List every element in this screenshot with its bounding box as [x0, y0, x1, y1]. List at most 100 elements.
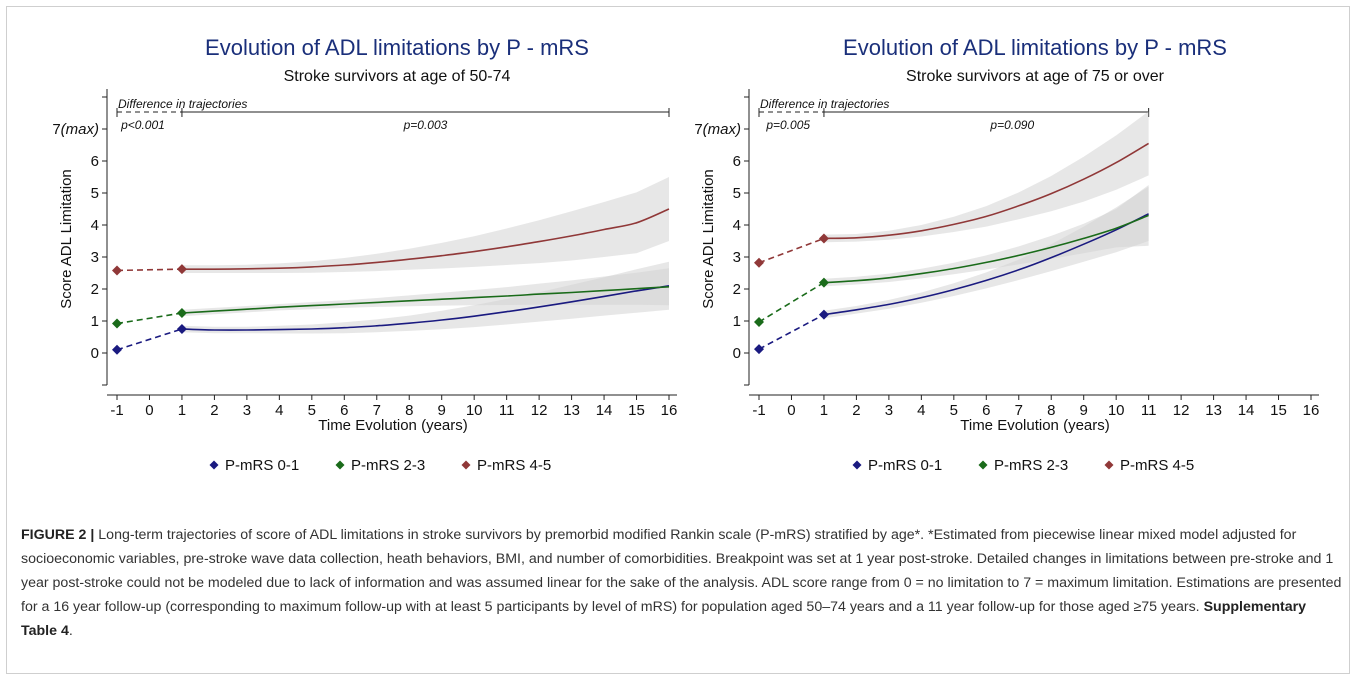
y-tick-label: 4	[733, 217, 741, 234]
legend-marker-mrs45	[461, 460, 471, 470]
confidence-band-mrs23	[181, 268, 669, 317]
caption-end: .	[68, 623, 73, 639]
confidence-band-mrs45	[181, 177, 669, 273]
x-tick-label: -1	[752, 402, 765, 419]
p-value-label: p=0.005	[765, 118, 810, 132]
data-point-mrs01	[112, 344, 122, 355]
y-tick-label: 3	[91, 249, 99, 266]
y-axis-label: Score ADL Limitation	[700, 169, 717, 309]
p-value-label: p=0.090	[989, 118, 1034, 132]
confidence-band-mrs23	[823, 185, 1149, 287]
x-tick-label: 7	[373, 402, 381, 419]
chart-subtitle: Stroke survivors at age of 75 or over	[906, 68, 1165, 85]
series-line-mrs23	[823, 214, 1149, 284]
y-tick-label: 1	[91, 313, 99, 330]
data-point-mrs45	[112, 265, 122, 276]
x-tick-label: 3	[885, 402, 893, 419]
charts-svg: Evolution of ADL limitations by P - mRS S…	[52, 35, 1319, 474]
x-tick-label: 5	[308, 402, 316, 419]
data-point-mrs01	[754, 344, 764, 355]
data-point-mrs23	[754, 316, 764, 327]
x-tick-label: 10	[1108, 402, 1125, 419]
data-point-mrs45	[754, 257, 764, 268]
data-point-mrs01	[818, 309, 829, 320]
x-tick-label: 0	[145, 402, 153, 419]
y-tick-label: 6	[733, 153, 741, 170]
x-tick-label: 1	[820, 402, 828, 419]
y-tick-label: 7(max)	[52, 121, 99, 138]
legend-label-mrs23: P-mRS 2-3	[351, 457, 425, 474]
x-tick-label: 4	[917, 402, 925, 419]
x-tick-label: 16	[661, 402, 678, 419]
legend-marker-mrs45	[1104, 460, 1114, 470]
x-tick-label: 10	[466, 402, 483, 419]
caption-text: Long-term trajectories of score of ADL l…	[21, 527, 1342, 615]
x-axis-label: Time Evolution (years)	[318, 417, 468, 434]
x-tick-label: 14	[1238, 402, 1255, 419]
legend-label-mrs45: P-mRS 4-5	[477, 457, 551, 474]
chart-panel-2: Evolution of ADL limitations by P - mRS S…	[694, 35, 1319, 474]
x-tick-label: 15	[1270, 402, 1287, 419]
x-tick-label: 13	[563, 402, 580, 419]
chart-title: Evolution of ADL limitations by P - mRS	[205, 35, 589, 60]
x-tick-label: 3	[243, 402, 251, 419]
x-tick-label: 1	[178, 402, 186, 419]
legend-label-mrs45: P-mRS 4-5	[1120, 457, 1194, 474]
x-tick-label: -1	[110, 402, 123, 419]
x-tick-label: 8	[1047, 402, 1055, 419]
series-dashed-mrs23	[758, 281, 825, 323]
legend-marker-mrs01	[852, 460, 862, 470]
data-point-mrs45	[818, 233, 829, 244]
x-tick-label: 6	[340, 402, 348, 419]
legend-label-mrs23: P-mRS 2-3	[994, 457, 1068, 474]
series-line-mrs45	[181, 208, 670, 271]
data-point-mrs23	[818, 277, 829, 288]
x-tick-label: 14	[596, 402, 613, 419]
data-point-mrs01	[176, 324, 187, 334]
x-tick-label: 12	[531, 402, 548, 419]
y-tick-label: 0	[91, 345, 99, 362]
x-tick-label: 12	[1173, 402, 1190, 419]
x-tick-label: 0	[787, 402, 795, 419]
legend-marker-mrs23	[335, 460, 345, 470]
figure-caption: FIGURE 2 | Long-term trajectories of sco…	[21, 523, 1343, 643]
x-tick-label: 9	[1080, 402, 1088, 419]
series-line-mrs45	[823, 142, 1150, 240]
data-point-mrs45	[176, 264, 187, 275]
y-tick-label: 7(max)	[694, 121, 741, 138]
bracket-label: Difference in trajectories	[118, 97, 247, 111]
data-point-mrs23	[176, 308, 187, 318]
y-axis-label: Score ADL Limitation	[58, 169, 75, 309]
series-dashed-mrs45	[758, 237, 825, 264]
confidence-band-mrs01	[181, 261, 669, 334]
bracket-label: Difference in trajectories	[760, 97, 889, 111]
data-point-mrs23	[112, 318, 122, 329]
x-tick-label: 16	[1303, 402, 1320, 419]
y-tick-label: 3	[733, 249, 741, 266]
y-tick-label: 5	[91, 185, 99, 202]
p-value-label: p<0.001	[120, 118, 165, 132]
series-dashed-mrs01	[116, 328, 183, 351]
y-tick-label: 0	[733, 345, 741, 362]
chart-panel-1: Evolution of ADL limitations by P - mRS S…	[52, 35, 677, 474]
y-tick-label: 2	[91, 281, 99, 298]
x-tick-label: 9	[438, 402, 446, 419]
x-tick-label: 2	[852, 402, 860, 419]
x-tick-label: 5	[950, 402, 958, 419]
figure-label: FIGURE 2 |	[21, 527, 95, 543]
x-tick-label: 7	[1015, 402, 1023, 419]
x-tick-label: 8	[405, 402, 413, 419]
y-tick-label: 5	[733, 185, 741, 202]
y-tick-label: 4	[91, 217, 99, 234]
series-line-mrs23	[181, 286, 670, 314]
x-tick-label: 2	[210, 402, 218, 419]
legend-marker-mrs01	[209, 460, 219, 470]
y-tick-label: 1	[733, 313, 741, 330]
figure-frame	[6, 6, 1350, 674]
x-tick-label: 6	[982, 402, 990, 419]
x-tick-label: 11	[499, 402, 515, 419]
caption-link[interactable]: Supplementary Table 4	[21, 599, 1307, 639]
x-tick-label: 13	[1205, 402, 1222, 419]
p-value-label: p=0.003	[403, 118, 448, 132]
series-dashed-mrs01	[758, 313, 825, 350]
